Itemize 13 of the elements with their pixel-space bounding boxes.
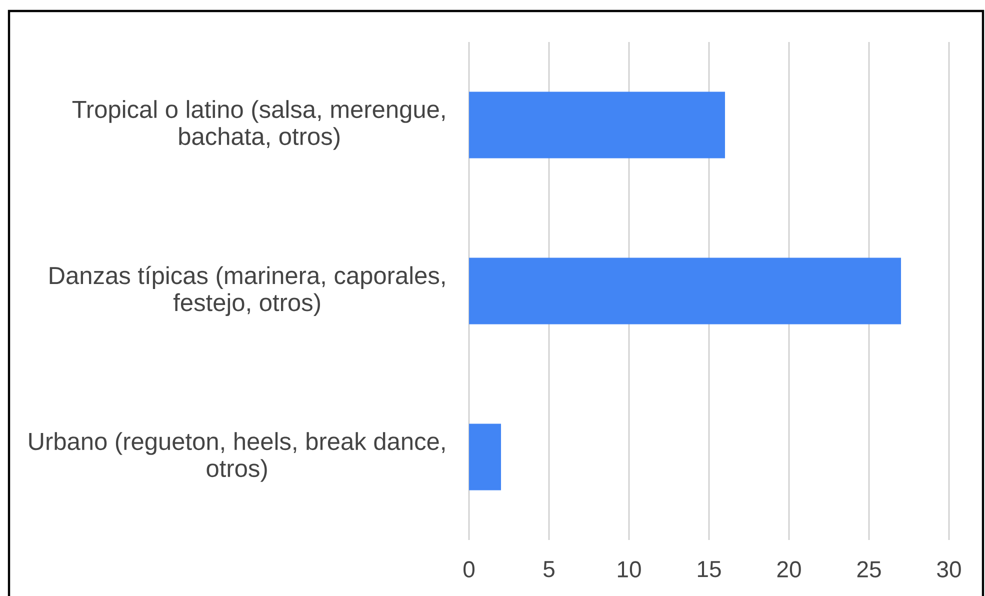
y-tick-label: Danzas típicas (marinera, caporales, festejo, otros) xyxy=(50,266,445,316)
bar xyxy=(469,258,902,324)
bar xyxy=(469,424,502,490)
x-tick-label: 30 xyxy=(937,561,961,578)
x-tick-label: 0 xyxy=(464,561,474,578)
x-tick-label: 10 xyxy=(618,561,641,578)
x-tick-label: 25 xyxy=(857,561,881,578)
x-tick-label: 15 xyxy=(698,561,721,578)
x-tick-label: 5 xyxy=(544,561,554,578)
x-tick-label: 20 xyxy=(777,561,801,578)
bar xyxy=(469,92,726,158)
y-tick-label: Urbano (regueton, heels, break dance, otros) xyxy=(29,432,445,482)
y-tick-label: Tropical o latino (salsa, merengue, bachata, otros) xyxy=(72,100,445,150)
